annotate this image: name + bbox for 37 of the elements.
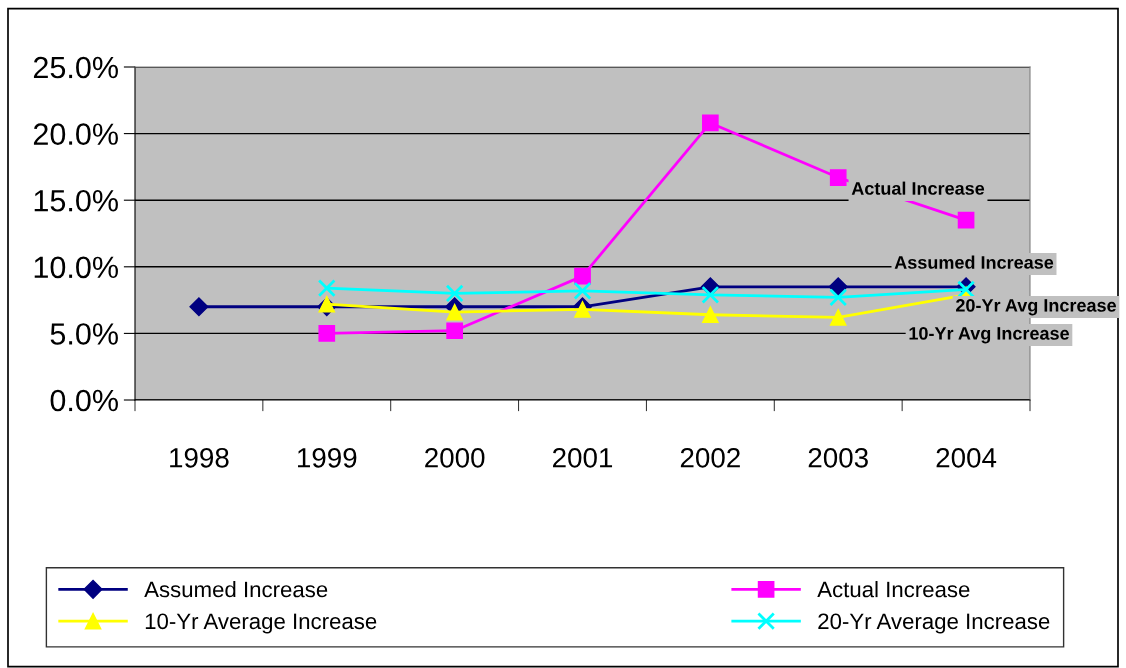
annotation: Assumed Increase — [894, 255, 1054, 269]
annotation: 10-Yr Avg Increase — [909, 326, 1070, 344]
x-tick-label: 2004 — [936, 447, 997, 468]
point — [445, 284, 464, 303]
x-tick-label: 1999 — [298, 447, 357, 468]
legend-label: 20-Yr Average Increase — [818, 613, 1050, 634]
y-tick-label: 0.0% — [50, 389, 118, 412]
point — [957, 211, 975, 229]
point — [702, 114, 719, 132]
x-tick-label: 2001 — [553, 447, 613, 468]
point — [829, 309, 847, 326]
legend-label: Assumed Increase — [144, 581, 328, 598]
point — [702, 306, 719, 324]
point — [573, 281, 592, 300]
x-tick-label: 2002 — [680, 447, 740, 468]
legend-label: Actual Increase — [817, 581, 970, 598]
y-tick-label: 5.0% — [50, 323, 118, 345]
point — [318, 325, 336, 342]
point — [446, 322, 463, 340]
annotation: Actual Increase — [851, 181, 985, 195]
x-tick-label: 2003 — [808, 447, 868, 468]
y-tick-label: 10.0% — [34, 256, 118, 279]
x-tick-label: 1998 — [170, 447, 229, 468]
point — [446, 303, 463, 321]
annotation: 20-Yr Avg Increase — [956, 298, 1117, 316]
point — [701, 285, 720, 304]
y-tick-label: 20.0% — [33, 123, 118, 145]
y-tick-label: 15.0% — [34, 189, 118, 212]
point — [829, 169, 847, 186]
y-tick-label: 25.0% — [33, 56, 118, 79]
point — [574, 267, 591, 285]
point — [828, 277, 848, 297]
point — [829, 288, 848, 307]
x-tick-label: 2000 — [425, 447, 485, 468]
point — [317, 279, 336, 298]
legend-label: 10-Yr Average Increase — [145, 613, 377, 634]
point — [189, 297, 209, 317]
